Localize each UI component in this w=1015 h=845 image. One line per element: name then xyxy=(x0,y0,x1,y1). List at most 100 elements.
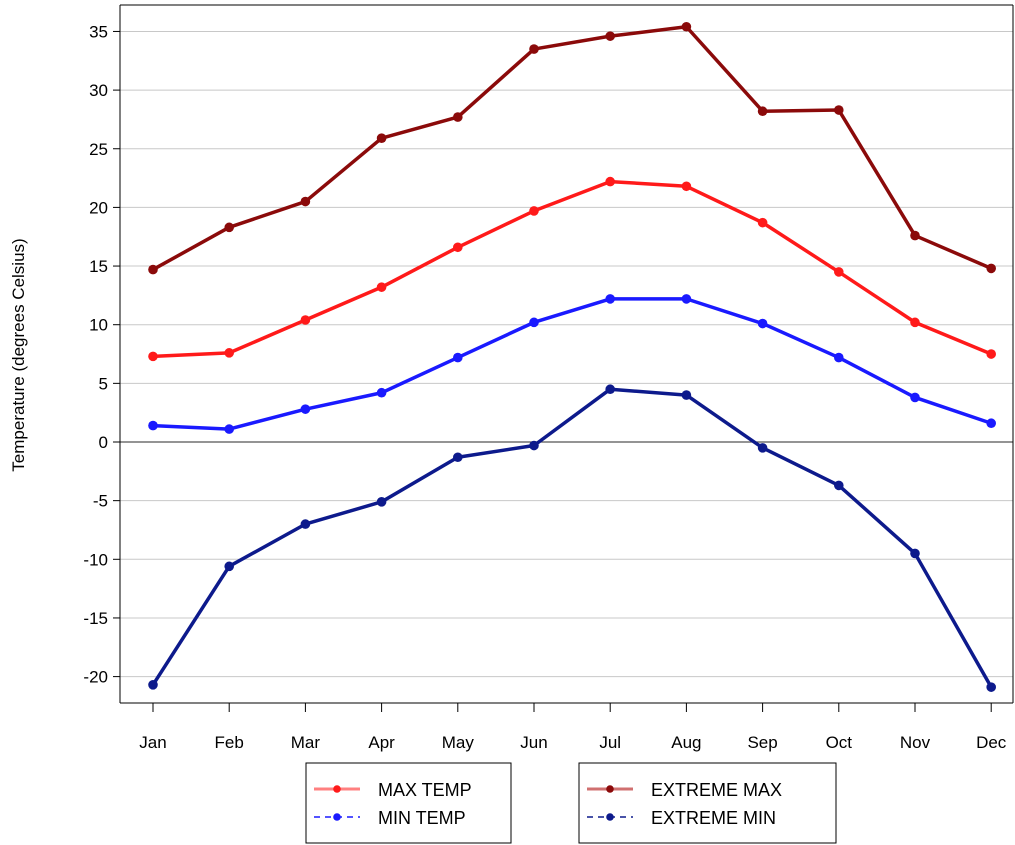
x-tick-label: Jul xyxy=(599,733,621,752)
data-point xyxy=(300,404,311,414)
data-point xyxy=(453,242,463,253)
data-point xyxy=(224,348,234,358)
y-tick-labels: -20 -15 -10 -5 0 5 10 15 20 25 30 35 xyxy=(83,22,108,686)
data-point xyxy=(605,384,615,395)
data-point xyxy=(300,519,311,529)
data-point xyxy=(529,440,539,451)
data-point xyxy=(834,105,844,115)
legend-frame xyxy=(305,762,512,844)
legend-label: MIN TEMP xyxy=(378,808,466,828)
data-point xyxy=(529,206,539,216)
x-tick-label: Dec xyxy=(976,733,1007,752)
x-tick-label: Oct xyxy=(826,733,853,752)
x-tick-labels: Jan Feb Mar Apr May Jun Jul Aug Sep Oct Nov Dec xyxy=(139,733,1007,752)
data-point xyxy=(224,424,234,434)
series-extreme-max xyxy=(148,21,996,275)
data-point xyxy=(148,420,158,431)
legend-label: MAX TEMP xyxy=(378,780,472,800)
y-tick-label: -10 xyxy=(83,550,108,569)
data-point xyxy=(681,294,692,304)
series-line xyxy=(152,25,992,272)
x-tick-label: Jan xyxy=(139,733,166,752)
y-tick-label: -15 xyxy=(83,609,108,628)
x-tick-label: Feb xyxy=(215,733,244,752)
legend-swatch-marker xyxy=(333,785,341,793)
data-series xyxy=(148,21,996,692)
data-point xyxy=(757,318,768,329)
y-tick-label: 20 xyxy=(89,198,108,217)
grid-lines xyxy=(120,30,1013,678)
data-point xyxy=(834,352,844,363)
data-point xyxy=(986,349,996,359)
y-tick-label: 30 xyxy=(89,81,108,100)
data-point xyxy=(910,317,920,328)
data-point xyxy=(300,196,311,207)
x-tick-label: Sep xyxy=(747,733,777,752)
data-point xyxy=(986,418,996,429)
y-tick-label: 0 xyxy=(99,433,108,452)
data-point xyxy=(148,264,158,275)
y-axis-label: Temperature (degrees Celsius) xyxy=(9,238,28,471)
data-point xyxy=(605,31,615,41)
data-point xyxy=(834,267,844,277)
series-line xyxy=(152,179,992,359)
legend-frame xyxy=(578,762,837,844)
data-point xyxy=(910,230,920,241)
data-point xyxy=(681,21,692,32)
legend-box-2: EXTREME MAX EXTREME MIN xyxy=(578,762,837,844)
x-tick-label: Nov xyxy=(900,733,931,752)
x-tick-label: Aug xyxy=(671,733,701,752)
data-point xyxy=(910,548,920,559)
legend-swatch-marker xyxy=(606,813,614,821)
series-line xyxy=(151,387,993,689)
data-point xyxy=(986,682,996,692)
axes xyxy=(113,4,1014,712)
data-point xyxy=(757,106,768,117)
data-point xyxy=(148,680,158,690)
data-point xyxy=(453,112,463,122)
data-point xyxy=(376,282,387,292)
data-point xyxy=(224,561,234,572)
data-point xyxy=(910,392,920,403)
series-max-temp xyxy=(148,176,996,362)
data-point xyxy=(376,387,387,398)
data-point xyxy=(986,263,996,274)
data-point xyxy=(376,497,387,507)
series-line xyxy=(152,297,992,431)
data-point xyxy=(681,181,692,192)
data-point xyxy=(529,317,539,328)
y-tick-label: -5 xyxy=(93,492,108,511)
data-point xyxy=(453,452,463,463)
series-min-temp xyxy=(148,294,996,434)
x-tick-label: Jun xyxy=(520,733,547,752)
data-point xyxy=(757,217,768,228)
data-point xyxy=(605,176,615,187)
x-tick-label: Apr xyxy=(368,733,395,752)
x-tick-label: Mar xyxy=(291,733,321,752)
legend-box-1: MAX TEMP MIN TEMP xyxy=(305,762,512,844)
data-point xyxy=(834,480,844,491)
legend-label: EXTREME MIN xyxy=(651,808,776,828)
y-tick-label: 35 xyxy=(89,22,108,41)
y-tick-label: 15 xyxy=(89,257,108,276)
legend-swatch-marker xyxy=(333,813,341,821)
data-point xyxy=(148,351,158,362)
data-point xyxy=(605,294,615,304)
data-point xyxy=(681,390,692,400)
data-point xyxy=(376,133,387,143)
legend-label: EXTREME MAX xyxy=(651,780,782,800)
series-extreme-min xyxy=(148,384,996,692)
y-tick-label: 5 xyxy=(99,374,108,393)
data-point xyxy=(529,44,539,54)
legend-swatch-marker xyxy=(606,785,614,793)
data-point xyxy=(453,352,463,363)
legend: MAX TEMP MIN TEMP EXTREME MAX EXTREME MIN xyxy=(305,762,837,844)
data-point xyxy=(757,443,768,453)
data-point xyxy=(300,315,311,325)
y-tick-label: -20 xyxy=(83,668,108,687)
x-tick-label: May xyxy=(442,733,475,752)
data-point xyxy=(224,222,234,233)
y-tick-label: 25 xyxy=(89,140,108,159)
y-tick-label: 10 xyxy=(89,316,108,335)
